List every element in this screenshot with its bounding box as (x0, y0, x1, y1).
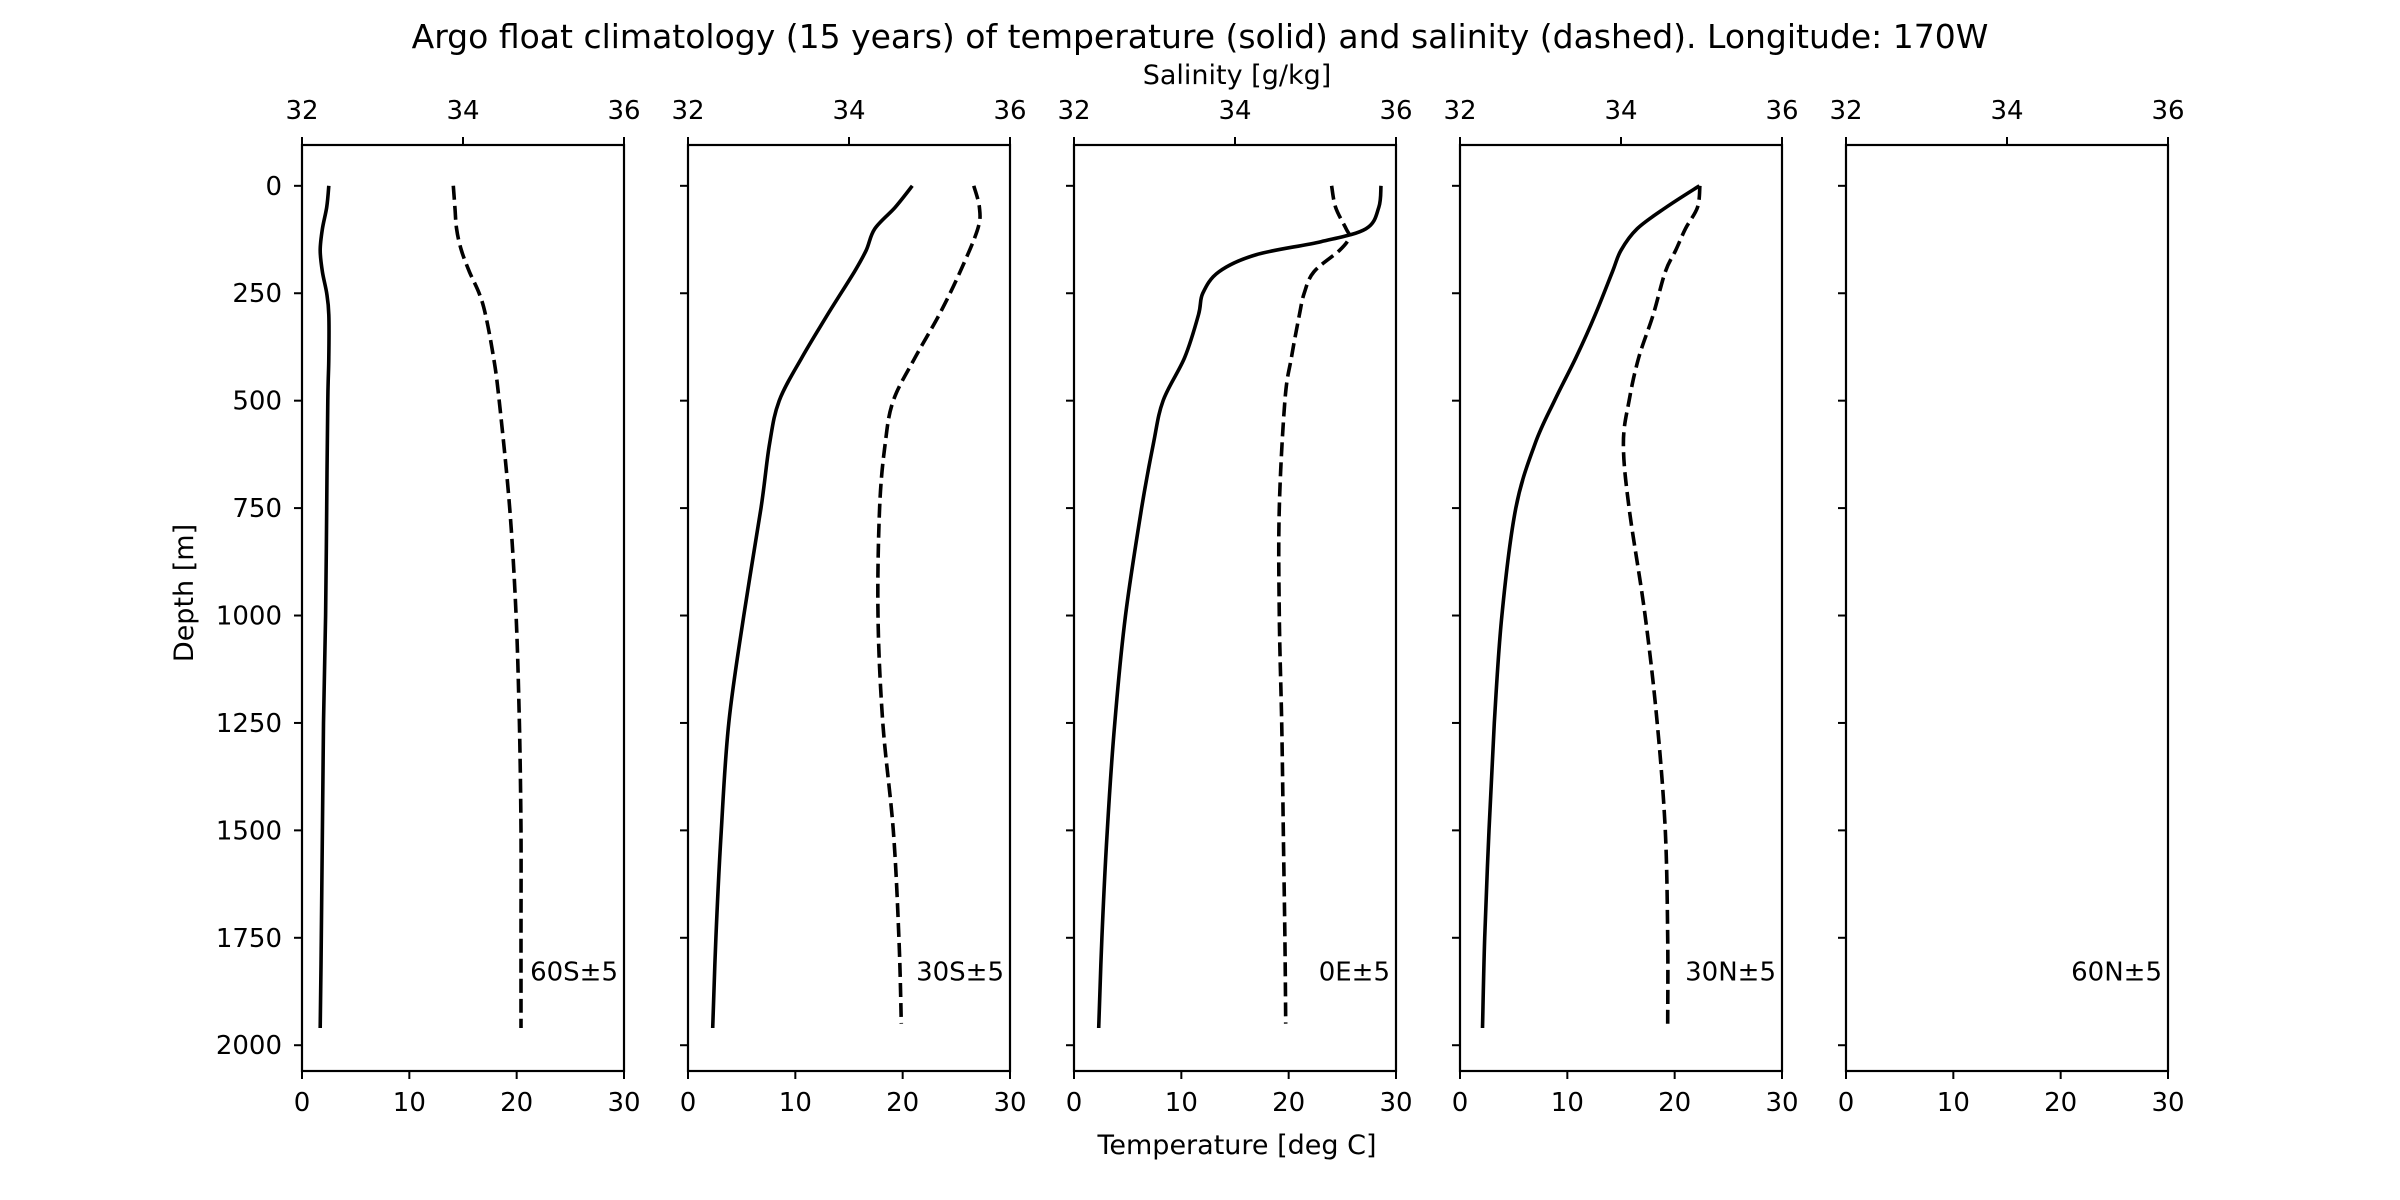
x-tick-label: 20 (1272, 1088, 1305, 1118)
x2-tick-label: 36 (1379, 96, 1412, 126)
panel-frame (686, 143, 1012, 1073)
x2-tick-label: 36 (2151, 96, 2184, 126)
x2-tick-label: 32 (1443, 96, 1476, 126)
y-tick-label: 750 (232, 494, 282, 524)
panel-label: 60N±5 (2071, 957, 2162, 987)
panel-4: 0 10 20 30 32 34 36 30N±5 (1443, 96, 1798, 1118)
x2-tick-label: 32 (285, 96, 318, 126)
x-tick-label: 20 (886, 1088, 919, 1118)
x-tick-label: 10 (1165, 1088, 1198, 1118)
salinity-axis-label: Salinity [g/kg] (1143, 60, 1332, 91)
y-tick-label: 0 (265, 172, 282, 202)
panel-frame (1844, 143, 2170, 1073)
x2-tick-label: 34 (446, 96, 479, 126)
salinity-line (876, 185, 982, 1024)
salinity-line (1621, 185, 1702, 1024)
x-tick-label: 10 (1551, 1088, 1584, 1118)
x-tick-label: 30 (1379, 1088, 1412, 1118)
x-tick-label: 20 (2044, 1088, 2077, 1118)
x-tick-label: 0 (1066, 1088, 1083, 1118)
x-tick-label: 10 (779, 1088, 812, 1118)
panel-frame (1458, 143, 1784, 1073)
x2-tick-label: 32 (671, 96, 704, 126)
y-tick-label: 500 (232, 387, 282, 417)
panel-label: 30N±5 (1685, 957, 1776, 987)
panel-label: 30S±5 (916, 957, 1004, 987)
x-tick-label: 0 (1452, 1088, 1469, 1118)
x-tick-label: 30 (1765, 1088, 1798, 1118)
x2-tick-label: 34 (1604, 96, 1637, 126)
salinity-line (451, 185, 523, 1028)
temperature-line (1480, 184, 1701, 1029)
temperature-axis-label: Temperature [deg C] (1096, 1130, 1376, 1161)
x2-tick-label: 34 (1218, 96, 1251, 126)
x2-tick-label: 36 (993, 96, 1026, 126)
x-tick-label: 0 (294, 1088, 311, 1118)
x-tick-label: 0 (680, 1088, 697, 1118)
panel-1: 0 250 500 750 1000 1250 1500 1750 2000 0 10 20 30 32 3… (216, 96, 641, 1118)
panel-frame (300, 143, 626, 1073)
panel-frame (1072, 143, 1398, 1073)
y-tick-label: 1500 (216, 816, 282, 846)
x-tick-label: 30 (993, 1088, 1026, 1118)
x2-tick-label: 36 (607, 96, 640, 126)
x-tick-label: 20 (1658, 1088, 1691, 1118)
panel-5: 0 10 20 30 32 34 36 60N±5 (1829, 96, 2184, 1118)
salinity-line (1276, 185, 1352, 1024)
panel-label: 0E±5 (1319, 957, 1390, 987)
x-tick-label: 10 (1937, 1088, 1970, 1118)
depth-axis-label: Depth [m] (169, 524, 200, 662)
x-tick-label: 30 (607, 1088, 640, 1118)
x2-tick-label: 34 (1990, 96, 2023, 126)
x-tick-label: 30 (2151, 1088, 2184, 1118)
y-tick-label: 1750 (216, 924, 282, 954)
x-tick-label: 20 (500, 1088, 533, 1118)
y-tick-label: 1250 (216, 709, 282, 739)
y-tick-label: 250 (232, 279, 282, 309)
temperature-line (318, 185, 331, 1029)
y-tick-label: 2000 (216, 1031, 282, 1061)
y-tick-label: 1000 (216, 602, 282, 632)
panel-2: 0 10 20 30 32 34 36 30S±5 (671, 96, 1026, 1118)
x2-tick-label: 32 (1057, 96, 1090, 126)
panel-3: 0 10 20 30 32 34 36 0E±5 (1057, 96, 1412, 1118)
temperature-line (1096, 185, 1383, 1029)
x-tick-label: 10 (393, 1088, 426, 1118)
temperature-line (710, 184, 914, 1029)
x-tick-label: 0 (1838, 1088, 1855, 1118)
x2-tick-label: 32 (1829, 96, 1862, 126)
x2-tick-label: 34 (832, 96, 865, 126)
x2-tick-label: 36 (1765, 96, 1798, 126)
panel-label: 60S±5 (530, 957, 618, 987)
chart-title: Argo float climatology (15 years) of tem… (412, 17, 1989, 56)
